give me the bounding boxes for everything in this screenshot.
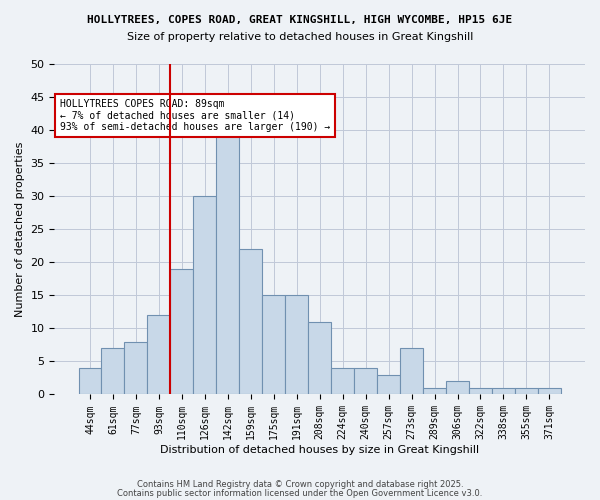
Bar [262,296,285,394]
Text: Contains public sector information licensed under the Open Government Licence v3: Contains public sector information licen… [118,489,482,498]
X-axis label: Distribution of detached houses by size in Great Kingshill: Distribution of detached houses by size … [160,445,479,455]
Bar [148,315,170,394]
Bar [354,368,377,394]
Bar [423,388,446,394]
Bar [217,117,239,394]
Bar [400,348,423,395]
Bar [239,249,262,394]
Text: HOLLYTREES, COPES ROAD, GREAT KINGSHILL, HIGH WYCOMBE, HP15 6JE: HOLLYTREES, COPES ROAD, GREAT KINGSHILL,… [88,15,512,25]
Bar [515,388,538,394]
Bar [331,368,354,394]
Bar [124,342,148,394]
Text: Contains HM Land Registry data © Crown copyright and database right 2025.: Contains HM Land Registry data © Crown c… [137,480,463,489]
Bar [79,368,101,394]
Text: HOLLYTREES COPES ROAD: 89sqm
← 7% of detached houses are smaller (14)
93% of sem: HOLLYTREES COPES ROAD: 89sqm ← 7% of det… [60,98,330,132]
Text: Size of property relative to detached houses in Great Kingshill: Size of property relative to detached ho… [127,32,473,42]
Bar [492,388,515,394]
Bar [377,374,400,394]
Bar [170,269,193,394]
Bar [285,296,308,394]
Bar [193,196,217,394]
Y-axis label: Number of detached properties: Number of detached properties [15,142,25,317]
Bar [101,348,124,395]
Bar [469,388,492,394]
Bar [538,388,561,394]
Bar [446,382,469,394]
Bar [308,322,331,394]
